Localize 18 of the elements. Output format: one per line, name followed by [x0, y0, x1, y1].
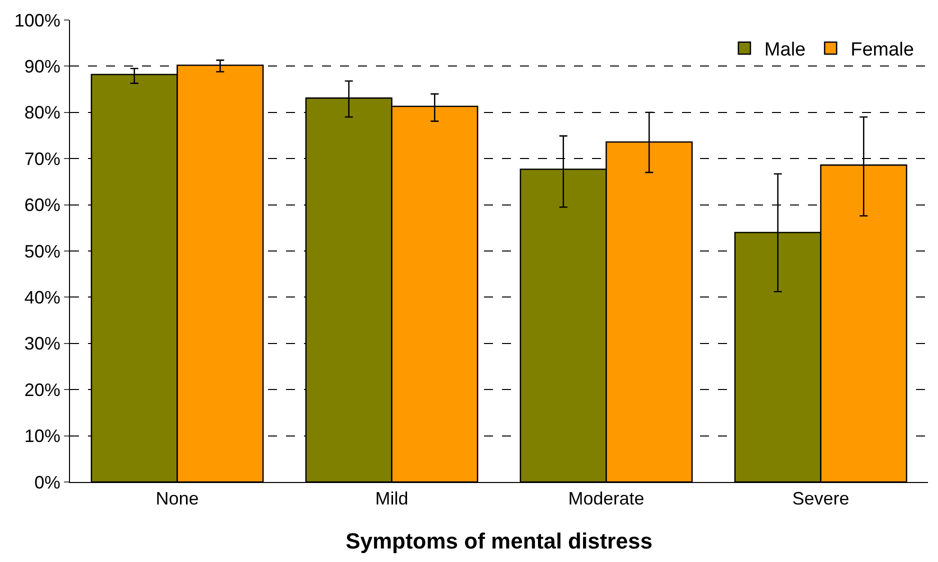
legend-label: Male [764, 40, 806, 60]
legend-label: Female [850, 40, 914, 60]
x-tick-label: Severe [792, 488, 850, 509]
x-tick-label: None [156, 488, 199, 509]
y-tick-label: 30% [24, 334, 60, 354]
y-tick-label: 50% [24, 241, 60, 262]
y-tick-label: 10% [24, 426, 60, 446]
x-axis-title: Symptoms of mental distress [346, 528, 652, 554]
y-tick-label: 90% [24, 56, 60, 76]
y-tick-label: 80% [24, 102, 60, 123]
y-tick-label: 40% [24, 288, 60, 308]
y-tick-label: 70% [24, 148, 60, 169]
y-tick-label: 20% [24, 380, 60, 400]
x-tick-label: Moderate [568, 488, 644, 509]
y-tick-label: 0% [34, 472, 60, 492]
y-tick-label: 60% [24, 195, 60, 216]
y-tick-label: 100% [14, 10, 60, 30]
x-tick-label: Mild [375, 488, 408, 509]
